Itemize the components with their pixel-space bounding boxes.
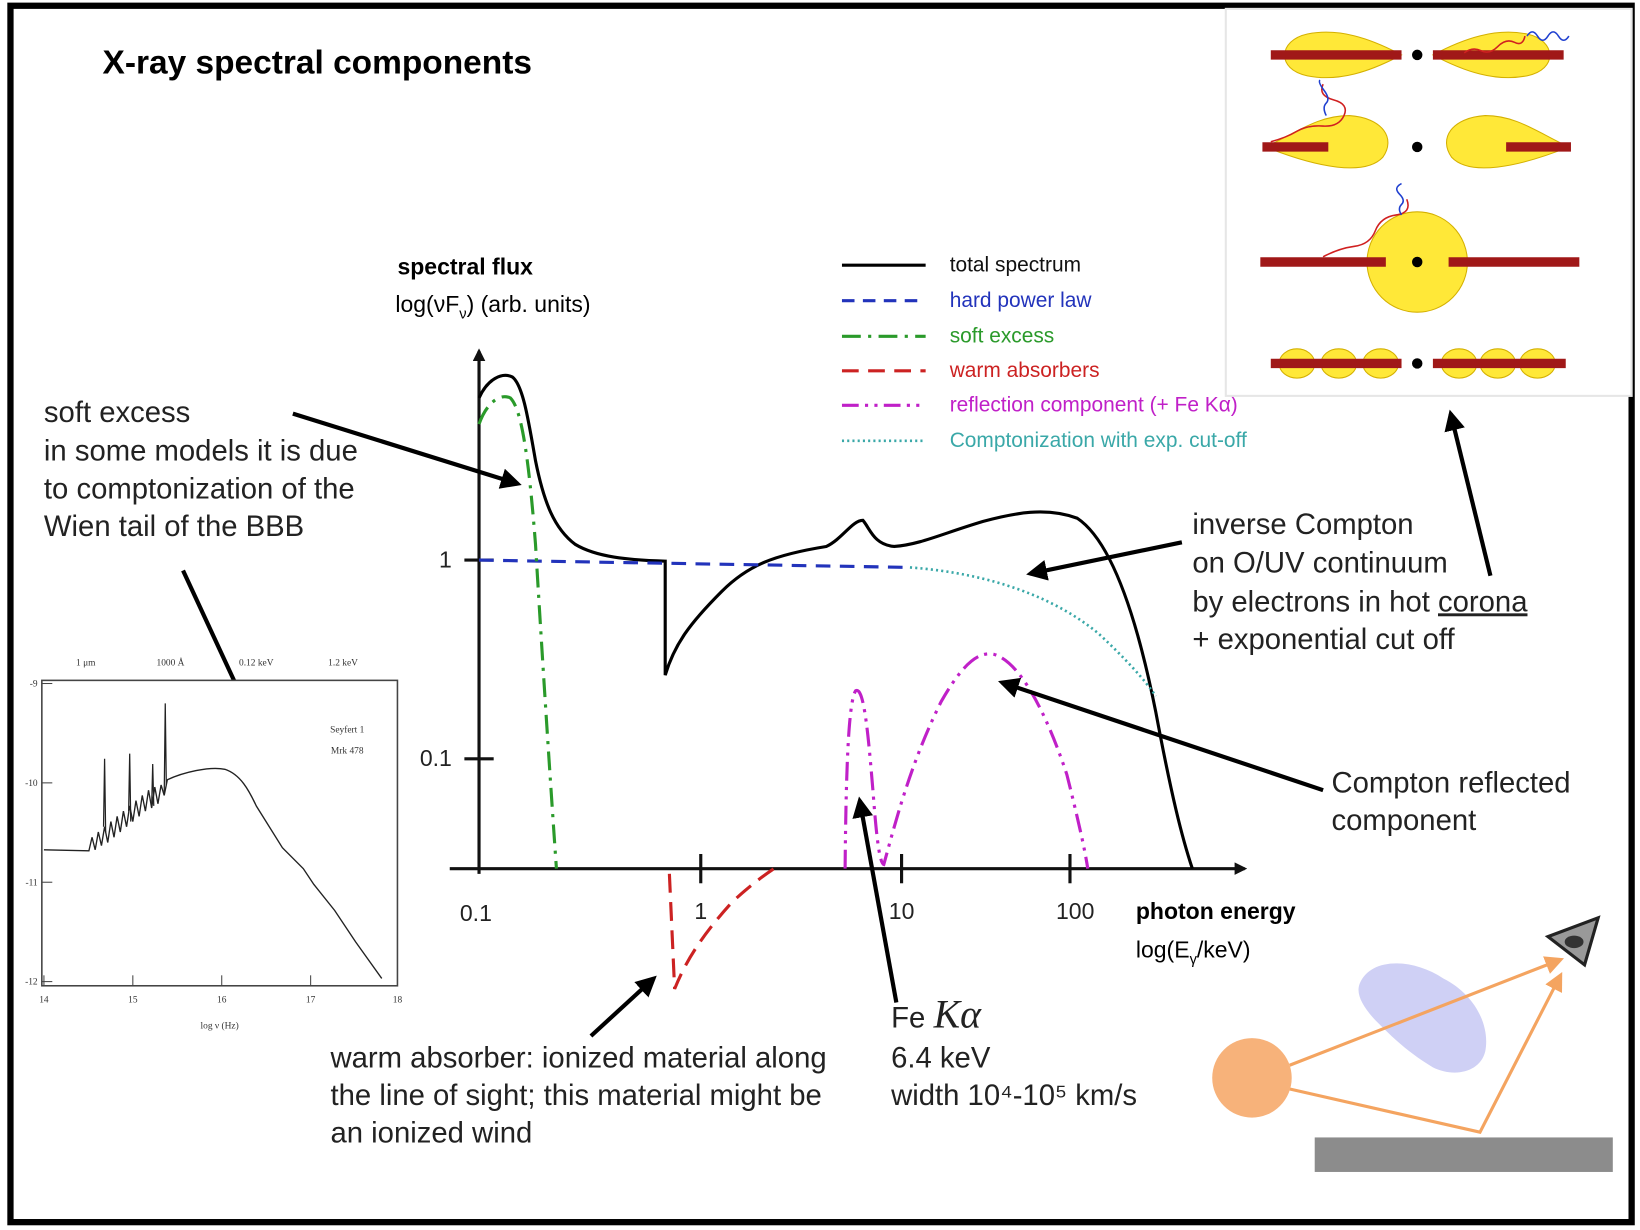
inset-source: Seyfert 1 (330, 725, 365, 736)
slide: X-ray spectral components 1 0.1 0.1 1 10… (0, 0, 1640, 1230)
inset-top-label: 1.2 keV (328, 659, 358, 669)
annotation-line: Wien tail of the BBB (44, 510, 304, 543)
page: X-ray spectral components {"title": "X-r… (0, 0, 1640, 1230)
legend-label: reflection component (+ Fe Kα) (950, 394, 1238, 417)
x-tick-label: 100 (1056, 898, 1094, 924)
units-part: log(νF (395, 291, 459, 317)
annotation-line: Compton reflected (1331, 766, 1570, 799)
legend-label: total spectrum (950, 253, 1081, 276)
inset-x-tick: 17 (306, 996, 316, 1006)
circle (1412, 142, 1422, 152)
legend-label: warm absorbers (949, 359, 1100, 382)
inset-x-tick: 14 (39, 996, 49, 1006)
annotation-line: in some models it is due (44, 435, 358, 468)
annotation-line: an ionized wind (331, 1117, 533, 1150)
annotation-line: soft excess (44, 396, 190, 429)
annotation-line: component (1331, 804, 1476, 837)
cartoon-frame (1226, 9, 1632, 396)
annotation-line: by electrons in hot (1192, 585, 1438, 618)
x-tick-label: 1 (694, 898, 707, 924)
title: X-ray spectral components (103, 45, 532, 82)
inset-x-tick: 15 (128, 996, 138, 1006)
inset-y-tick: -9 (30, 680, 38, 690)
inset-spectrum: 1 μm 1000 Å 0.12 keV 1.2 keV 14 15 16 17… (25, 657, 402, 1032)
annotation-line: the line of sight; this material might b… (331, 1079, 822, 1112)
units-part: ) (arb. units) (467, 291, 591, 317)
inset-y-tick: -10 (25, 779, 38, 789)
annotation-line: warm absorber: ionized material along (330, 1041, 827, 1074)
annotation-underlined: corona (1438, 585, 1528, 618)
corona-cartoon (1226, 9, 1632, 396)
annotation-line: on O/UV continuum (1192, 547, 1447, 580)
annotation-symbol: Kα (933, 993, 983, 1037)
source (1212, 1038, 1291, 1117)
annotation-line: to comptonization of the (44, 472, 355, 505)
x-axis-title: photon energy (1136, 898, 1296, 924)
units-part: /keV) (1197, 937, 1251, 963)
annotation-line: + exponential cut off (1192, 623, 1455, 656)
legend-label: hard power law (950, 289, 1093, 312)
y-axis-title: spectral flux (397, 254, 533, 280)
annotation-line: width 10⁴-10⁵ km/s (890, 1079, 1137, 1112)
inset-top-label: 0.12 keV (239, 659, 274, 669)
units-sub: ν (459, 306, 466, 322)
annotation-line: inverse Compton (1192, 508, 1413, 541)
legend-label: Comptonization with exp. cut-off (950, 429, 1247, 452)
inset-x-label: log ν (Hz) (201, 1021, 239, 1032)
inset-x-tick: 16 (217, 996, 227, 1006)
legend-label: soft excess (950, 325, 1055, 348)
y-tick-label: 0.1 (420, 745, 452, 771)
inset-source: Mrk 478 (331, 747, 364, 757)
x-tick-label: 10 (889, 898, 915, 924)
circle (1412, 257, 1422, 267)
reflector (1315, 1137, 1613, 1172)
y-tick-label: 1 (439, 546, 452, 572)
x-tick-label: 0.1 (460, 900, 492, 926)
annotation-line: Fe (891, 1002, 925, 1035)
annotation-line: 6.4 keV (891, 1041, 991, 1074)
units-part: log(E (1136, 937, 1190, 963)
inset-top-label: 1000 Å (157, 657, 185, 669)
inset-y-tick: -11 (25, 878, 37, 888)
inset-y-tick: -12 (25, 978, 38, 988)
inset-x-tick: 18 (393, 996, 403, 1006)
circle (1412, 358, 1422, 368)
observer-eye (1565, 936, 1584, 949)
inset-top-label: 1 μm (76, 659, 96, 669)
circle (1412, 50, 1422, 60)
body: X-ray spectral components 1 0.1 0.1 1 10… (0, 0, 1640, 1230)
